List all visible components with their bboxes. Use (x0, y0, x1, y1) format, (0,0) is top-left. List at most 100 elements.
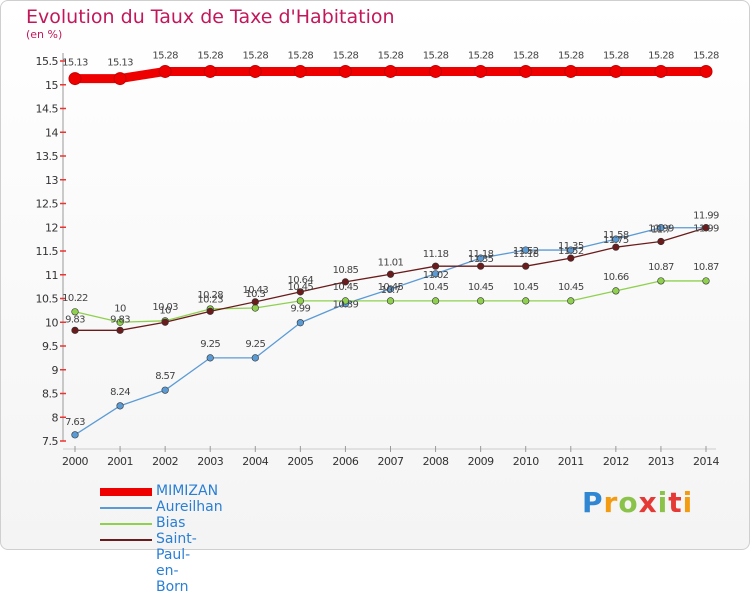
data-point (654, 64, 668, 78)
y-tick-label: 10 (45, 316, 58, 329)
data-label: 11.35 (558, 241, 584, 252)
data-label: 15.28 (558, 50, 584, 61)
data-point (248, 64, 262, 78)
data-point (68, 72, 82, 86)
data-point (612, 243, 620, 251)
data-label: 10.03 (152, 302, 178, 313)
proxiti-logo: Proxiti (582, 486, 694, 519)
y-tick-label: 9 (52, 364, 59, 377)
data-point (657, 237, 665, 246)
data-point (71, 431, 79, 439)
x-tick-label: 2003 (197, 455, 223, 468)
data-label: 10.87 (693, 262, 719, 273)
data-point (519, 64, 533, 78)
y-tick-label: 11 (45, 269, 58, 282)
data-label: 10.45 (333, 282, 359, 293)
data-point (116, 318, 124, 326)
legend-label: MIMIZAN (156, 483, 219, 499)
data-label: 11.02 (423, 270, 449, 281)
data-point (702, 277, 710, 285)
data-label: 15.28 (693, 50, 719, 61)
data-point (477, 254, 485, 262)
x-tick-label: 2005 (287, 455, 313, 468)
legend-label: Saint-Paul-en-Born (156, 531, 197, 595)
x-tick-label: 2000 (62, 455, 88, 468)
y-tick-label: 12 (45, 221, 58, 234)
data-point (612, 287, 620, 295)
data-label: 15.28 (152, 50, 178, 61)
data-point (161, 318, 169, 326)
data-point (522, 297, 530, 305)
data-label: 15.28 (603, 50, 629, 61)
data-point (251, 298, 259, 306)
data-label: 10.22 (62, 293, 88, 304)
data-label: 8.57 (155, 371, 175, 382)
data-label: 11.52 (513, 246, 539, 257)
x-tick-label: 2001 (107, 455, 133, 468)
data-point (386, 270, 395, 278)
data-label: 10.87 (648, 262, 674, 273)
data-point (474, 64, 488, 78)
y-tick-label: 13 (45, 174, 58, 187)
legend-label: Aureilhan (156, 499, 223, 515)
data-label: 7.63 (65, 417, 85, 428)
data-point (431, 297, 440, 305)
data-label: 15.28 (513, 50, 539, 61)
data-label: 10.28 (197, 290, 223, 301)
data-point (429, 64, 443, 78)
y-tick-label: 8 (52, 411, 59, 424)
data-label: 10.7 (381, 285, 401, 296)
legend-swatch (100, 539, 152, 541)
data-label: 15.28 (197, 50, 223, 61)
data-point (384, 64, 397, 78)
data-label: 11.52 (558, 246, 584, 257)
y-tick-label: 8.5 (42, 388, 58, 401)
data-point (522, 262, 530, 270)
data-label: 11.99 (693, 224, 719, 235)
data-point (293, 64, 307, 78)
y-tick-label: 13.5 (36, 150, 59, 163)
x-tick-label: 2004 (242, 455, 268, 468)
legend-swatch (100, 523, 152, 525)
data-label: 8.24 (110, 387, 130, 398)
y-tick-label: 12.5 (36, 198, 59, 211)
data-label: 9.83 (110, 314, 130, 325)
data-point (657, 277, 665, 285)
data-label: 15.28 (648, 50, 674, 61)
data-label: 15.13 (107, 58, 133, 69)
data-label: 15.28 (468, 50, 494, 61)
y-tick-label: 7.5 (42, 435, 58, 448)
data-label: 10.3 (245, 289, 265, 300)
data-label: 11.35 (468, 254, 494, 265)
data-point (567, 254, 575, 262)
data-point (116, 326, 124, 334)
data-point (158, 64, 172, 78)
data-label: 11.99 (648, 224, 674, 235)
data-label: 10.45 (513, 282, 539, 293)
data-point (203, 64, 217, 78)
data-point (567, 297, 575, 305)
chart-frame (0, 0, 750, 550)
x-tick-label: 2012 (603, 455, 629, 468)
data-point (522, 246, 530, 254)
y-tick-label: 11.5 (36, 245, 59, 258)
data-point (341, 297, 350, 305)
data-point (116, 402, 124, 410)
data-label: 10.85 (333, 265, 359, 276)
data-label: 10.64 (288, 275, 314, 286)
data-point (612, 235, 620, 243)
data-label: 9.25 (200, 339, 220, 350)
data-label: 11.7 (651, 225, 671, 236)
data-label: 10.43 (242, 285, 268, 296)
line-chart: 7.5 8 8.5 9 9.5 10 10.5 11 11.5 12 12.5 13 13.5 14 14.… (36, 50, 720, 468)
y-unit-label: (en %) (26, 28, 63, 41)
data-point (657, 224, 665, 232)
legend-label: Bias (156, 515, 186, 531)
data-label: 10.66 (603, 272, 629, 283)
data-label: 10 (114, 303, 126, 314)
x-tick-label: 2011 (558, 455, 584, 468)
data-point (251, 354, 259, 362)
data-point (296, 288, 304, 296)
data-point (477, 297, 485, 305)
y-tick-label: 15 (45, 79, 58, 92)
